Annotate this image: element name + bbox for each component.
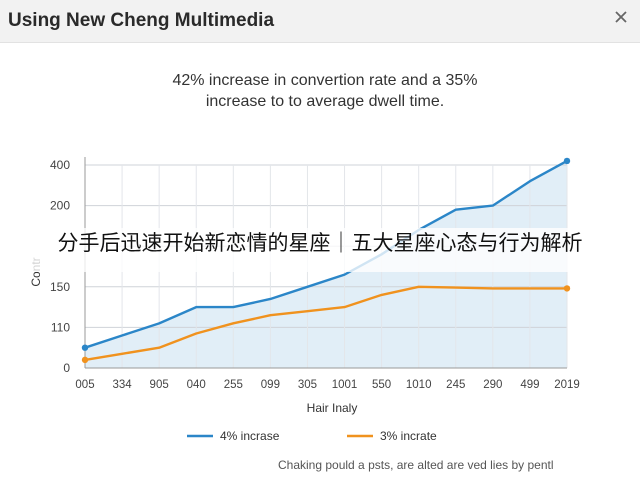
legend-label: 3% incrate bbox=[380, 429, 437, 443]
legend-label: 4% incrase bbox=[220, 429, 280, 443]
overlay-caption: 分手后迅速开始新恋情的星座｜五大星座心态与行为解析 bbox=[57, 231, 583, 255]
series-line-1 bbox=[84, 159, 568, 349]
close-icon[interactable] bbox=[612, 8, 630, 26]
x-tick-label: 1001 bbox=[332, 379, 358, 391]
y-tick-label: 200 bbox=[50, 199, 70, 213]
x-tick-label: 1010 bbox=[406, 379, 432, 391]
x-tick-label: 2019 bbox=[554, 379, 580, 391]
y-tick-label: 150 bbox=[50, 280, 70, 294]
x-tick-label: 905 bbox=[150, 379, 169, 391]
chart-headline: 42% increase in convertion rate and a 35… bbox=[80, 70, 570, 112]
title-bar: Using New Cheng Multimedia bbox=[0, 0, 640, 43]
headline-line-1: 42% increase in convertion rate and a 35… bbox=[172, 72, 478, 89]
x-tick-label: 550 bbox=[372, 379, 391, 391]
x-tick-label: 290 bbox=[483, 379, 502, 391]
x-tick-label: 255 bbox=[224, 379, 243, 391]
series-point bbox=[563, 157, 571, 165]
x-axis-title: Hair Inaly bbox=[307, 401, 358, 415]
x-tick-label: 099 bbox=[261, 379, 280, 391]
series-point bbox=[81, 356, 89, 364]
chart-footnote: Chaking pould a psts, are alted are ved … bbox=[278, 458, 554, 472]
series-line-2 bbox=[84, 285, 567, 362]
series-area-fill bbox=[85, 160, 567, 368]
y-tick-label: 400 bbox=[50, 158, 70, 172]
overlay-banner bbox=[0, 228, 640, 272]
y-tick-label: 110 bbox=[51, 320, 70, 334]
x-tick-label: 334 bbox=[112, 379, 132, 391]
series-point bbox=[81, 344, 89, 351]
series-point bbox=[563, 285, 571, 292]
x-tick-label: 305 bbox=[298, 379, 317, 391]
x-tick-label: 005 bbox=[75, 379, 94, 391]
y-tick-label: 0 bbox=[63, 361, 70, 375]
headline-line-2: increase to to average dwell time. bbox=[205, 93, 445, 110]
x-tick-label: 499 bbox=[520, 379, 539, 391]
x-tick-label: 040 bbox=[187, 379, 206, 391]
x-tick-label: 245 bbox=[446, 379, 465, 391]
window-title: Using New Cheng Multimedia bbox=[8, 10, 275, 31]
